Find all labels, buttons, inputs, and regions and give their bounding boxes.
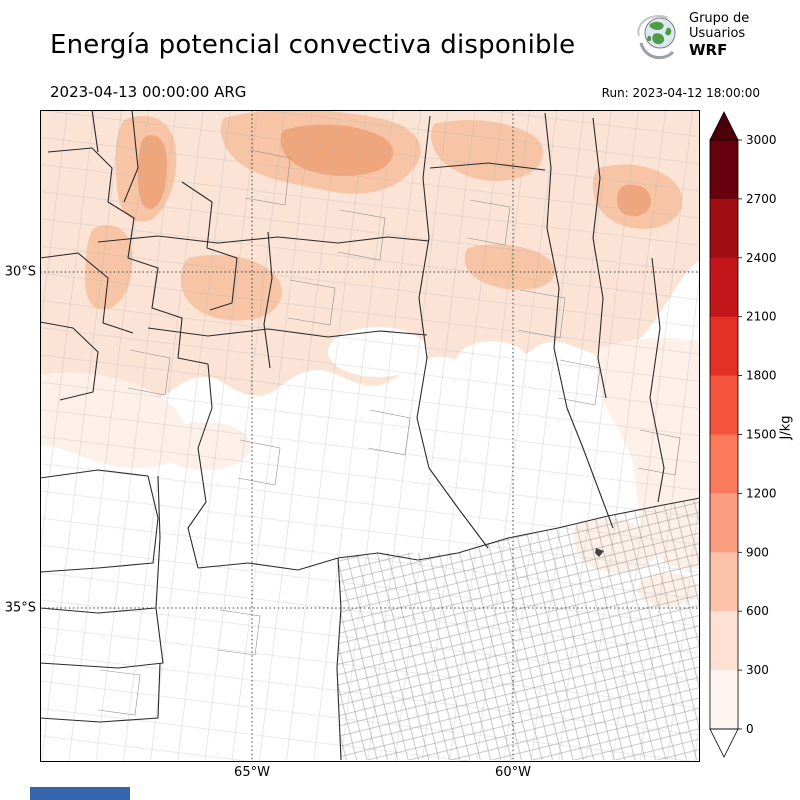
logo-org-line2: Usuarios bbox=[689, 26, 746, 42]
colorbar-segment bbox=[710, 316, 738, 376]
colorbar-tick-label: 2700 bbox=[746, 192, 777, 206]
colorbar-segment bbox=[710, 552, 738, 612]
colorbar-segment bbox=[710, 670, 738, 730]
colorbar-segment bbox=[710, 493, 738, 553]
gridlines bbox=[40, 110, 700, 762]
footer-blue-bar bbox=[30, 787, 130, 800]
colorbar-over-arrow bbox=[709, 111, 739, 141]
lat-tick-30s: 30°S bbox=[4, 264, 36, 280]
lat-tick-35s: 35°S bbox=[4, 600, 36, 616]
colorbar-segment bbox=[710, 375, 738, 435]
buenos-aires-city-mark bbox=[595, 548, 604, 557]
colorbar-tick-label: 300 bbox=[746, 663, 769, 677]
colorbar-unit-label: J/kg bbox=[778, 415, 794, 440]
colorbar-segment bbox=[710, 611, 738, 671]
province-boundaries bbox=[40, 110, 700, 761]
colorbar-tick-label: 1200 bbox=[746, 486, 777, 500]
colorbar-segment bbox=[710, 198, 738, 259]
valid-time-label: 2023-04-13 00:00:00 ARG bbox=[50, 83, 247, 101]
wrf-logo: Grupo de Usuarios WRF bbox=[636, 11, 750, 60]
colorbar-tick-label: 1800 bbox=[746, 369, 777, 383]
logo-org-line1: Grupo de bbox=[689, 11, 750, 27]
colorbar-segment bbox=[710, 434, 738, 494]
lon-tick-65w: 65°W bbox=[234, 765, 270, 780]
cape-map bbox=[40, 110, 700, 762]
logo-text: Grupo de Usuarios WRF bbox=[689, 11, 750, 60]
colorbar-tick-label: 3000 bbox=[746, 133, 777, 147]
colorbar-tick-label: 0 bbox=[746, 722, 754, 736]
logo-wrf: WRF bbox=[689, 41, 728, 60]
colorbar-tick-label: 1500 bbox=[746, 428, 777, 442]
colorbar-segment bbox=[710, 257, 738, 318]
map-frame bbox=[40, 110, 700, 762]
lon-tick-60w: 60°W bbox=[495, 765, 531, 780]
colorbar-tick-label: 600 bbox=[746, 604, 769, 618]
globe-icon bbox=[637, 15, 676, 60]
colorbar-tick-label: 900 bbox=[746, 545, 769, 559]
run-time-label: Run: 2023-04-12 18:00:00 bbox=[601, 86, 760, 100]
colorbar-tick-label: 2100 bbox=[746, 310, 777, 324]
department-boundaries bbox=[40, 110, 700, 762]
colorbar-tick-label: 2400 bbox=[746, 251, 777, 265]
colorbar-under-arrow bbox=[709, 728, 739, 758]
colorbar-segment bbox=[710, 140, 738, 200]
page-title: Energía potencial convectiva disponible bbox=[50, 30, 576, 60]
